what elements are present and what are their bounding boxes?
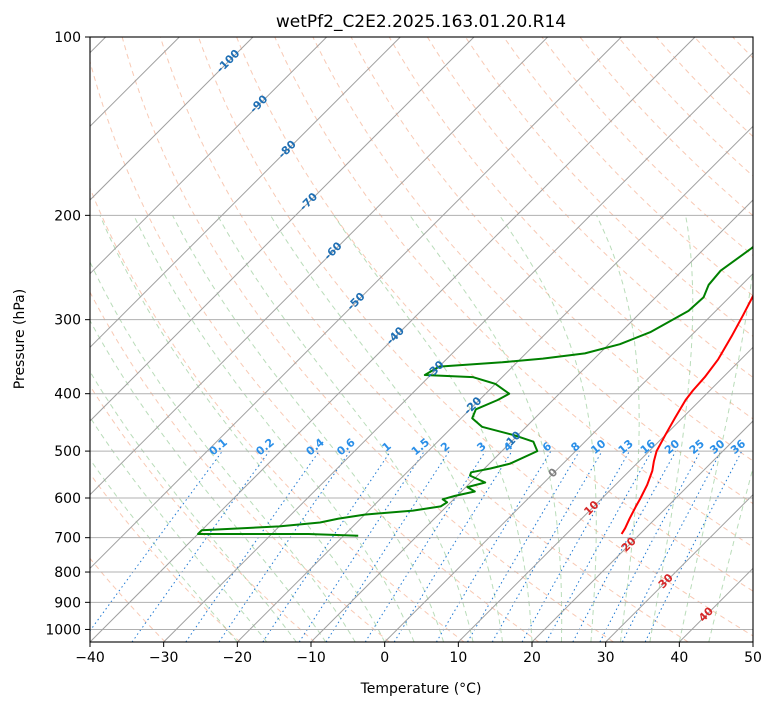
mixing-ratio-line bbox=[435, 450, 552, 642]
dry-adiabat bbox=[90, 384, 316, 642]
mixing-ratio-line bbox=[599, 450, 701, 642]
dry-adiabat bbox=[388, 37, 753, 420]
dry-adiabat bbox=[236, 37, 753, 592]
isotherm-gridline bbox=[163, 51, 753, 642]
mixing-ratio-line bbox=[298, 450, 425, 642]
isotherm-gridline bbox=[236, 125, 753, 642]
y-tick-label: 200 bbox=[54, 208, 81, 224]
series-layer bbox=[197, 245, 753, 537]
dry-adiabat bbox=[90, 186, 465, 642]
mixing-ratio-line bbox=[262, 450, 392, 642]
mixing-ratio-line bbox=[325, 450, 450, 642]
isotherm-gridline bbox=[90, 37, 475, 422]
isotherm-gridline bbox=[605, 493, 753, 642]
x-tick-label: 40 bbox=[670, 650, 688, 666]
mixing-ratio-line bbox=[572, 450, 677, 642]
y-axis-label: Pressure (hPa) bbox=[12, 289, 28, 389]
mixing-ratio-line bbox=[364, 450, 486, 642]
moist-adiabat bbox=[90, 416, 268, 642]
moist-adiabat bbox=[90, 260, 356, 642]
moist-adiabat bbox=[499, 215, 597, 642]
isotherm-gridline bbox=[90, 37, 622, 570]
dry-adiabat bbox=[274, 37, 753, 548]
dry-adiabat bbox=[159, 37, 689, 642]
moist-adiabat bbox=[596, 215, 640, 642]
moist-adiabat bbox=[678, 265, 753, 642]
y-tick-label: 100 bbox=[54, 30, 81, 46]
moist-adiabat bbox=[649, 215, 694, 642]
y-axis: 100 200 300 400 500 600 700 800 900 1000 bbox=[45, 30, 90, 638]
moist-adiabat bbox=[333, 215, 533, 642]
x-tick-label: 50 bbox=[744, 650, 762, 666]
x-tick-label: 0 bbox=[380, 650, 389, 666]
x-axis: −40 −30 −20 −10 0 10 20 30 40 50 bbox=[75, 642, 762, 666]
moist-adiabat bbox=[217, 215, 474, 642]
dry-adiabat bbox=[350, 37, 753, 462]
isotherm-gridline bbox=[384, 272, 753, 642]
moist-adiabat bbox=[90, 370, 297, 642]
isotherm-gridline bbox=[310, 199, 753, 642]
x-tick-label: 30 bbox=[597, 650, 615, 666]
mixing-ratio-line bbox=[185, 450, 320, 642]
y-tick-label: 1000 bbox=[45, 622, 81, 638]
y-tick-label: 900 bbox=[54, 595, 81, 611]
x-tick-label: −30 bbox=[149, 650, 179, 666]
background-lines bbox=[90, 37, 753, 642]
y-tick-label: 600 bbox=[54, 491, 81, 507]
isotherm-gridline bbox=[457, 346, 753, 642]
isotherm-gridline bbox=[90, 37, 549, 496]
moist-adiabat bbox=[409, 215, 563, 642]
x-tick-label: −40 bbox=[75, 650, 105, 666]
mixing-ratio-line bbox=[467, 450, 580, 642]
x-axis-label: Temperature (°C) bbox=[360, 681, 482, 697]
y-tick-label: 300 bbox=[54, 313, 81, 329]
moist-adiabat bbox=[133, 215, 415, 642]
y-tick-label: 700 bbox=[54, 531, 81, 547]
isotherm-gridline bbox=[90, 37, 328, 275]
y-tick-label: 800 bbox=[54, 565, 81, 581]
x-tick-label: 10 bbox=[449, 650, 467, 666]
moist-adiabat bbox=[270, 215, 503, 642]
dry-adiabat bbox=[198, 37, 753, 637]
moist-adiabat bbox=[90, 458, 238, 642]
dewpoint-line bbox=[197, 245, 753, 537]
mixing-ratio-line bbox=[218, 450, 351, 642]
isotherm-gridline bbox=[90, 37, 401, 349]
moist-adiabat bbox=[708, 466, 753, 642]
dry-adiabat bbox=[426, 37, 753, 379]
y-tick-label: 500 bbox=[54, 444, 81, 460]
dry-adiabat bbox=[90, 59, 540, 642]
moist-adiabat bbox=[172, 215, 445, 642]
moist-adiabat bbox=[90, 319, 327, 642]
x-tick-label: −10 bbox=[296, 650, 326, 666]
x-tick-label: 20 bbox=[523, 650, 541, 666]
isotherm-gridline bbox=[531, 420, 753, 642]
y-tick-label: 400 bbox=[54, 387, 81, 403]
isotherm-gridline bbox=[90, 37, 696, 642]
temperature-line bbox=[620, 293, 753, 535]
plot-frame bbox=[89, 36, 754, 643]
x-tick-label: −20 bbox=[223, 650, 253, 666]
isotherm-gridline bbox=[90, 37, 254, 201]
chart-title: wetPf2_C2E2.2025.163.01.20.R14 bbox=[276, 12, 566, 32]
